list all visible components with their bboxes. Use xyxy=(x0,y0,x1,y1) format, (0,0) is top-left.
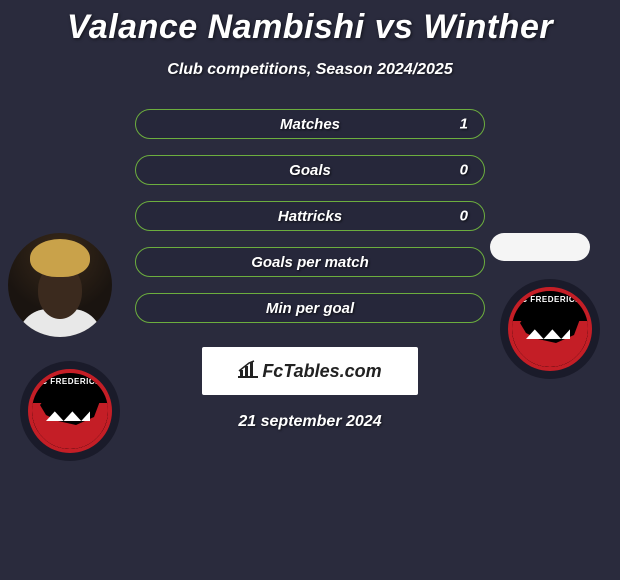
stat-right-value: 0 xyxy=(460,162,468,179)
stat-right-value: 1 xyxy=(460,116,468,133)
chart-icon xyxy=(238,360,258,383)
stat-label: Goals xyxy=(289,162,331,179)
subtitle: Club competitions, Season 2024/2025 xyxy=(0,61,620,79)
stat-row-hattricks: Hattricks 0 xyxy=(135,201,485,231)
player-left-photo xyxy=(8,233,112,337)
comparison-area: FC FREDERICIA FC FREDERICIA Matches 1 Go… xyxy=(0,109,620,431)
club-badge-left: FC FREDERICIA xyxy=(20,361,120,461)
stat-row-matches: Matches 1 xyxy=(135,109,485,139)
page-title: Valance Nambishi vs Winther xyxy=(0,0,620,47)
club-badge-right: FC FREDERICIA xyxy=(500,279,600,379)
stat-label: Min per goal xyxy=(266,300,354,317)
brand-box: FcTables.com xyxy=(202,347,418,395)
panther-icon xyxy=(32,403,108,449)
stat-label: Matches xyxy=(280,116,340,133)
stat-label: Goals per match xyxy=(251,254,369,271)
brand-label: FcTables.com xyxy=(262,361,381,382)
club-badge-left-label: FC FREDERICIA xyxy=(32,377,108,386)
club-badge-right-label: FC FREDERICIA xyxy=(512,295,588,304)
stat-row-goals-per-match: Goals per match xyxy=(135,247,485,277)
panther-icon xyxy=(512,321,588,367)
stat-rows: Matches 1 Goals 0 Hattricks 0 Goals per … xyxy=(135,109,485,323)
stat-row-goals: Goals 0 xyxy=(135,155,485,185)
stat-right-value: 0 xyxy=(460,208,468,225)
player-right-photo xyxy=(490,233,590,261)
stat-label: Hattricks xyxy=(278,208,342,225)
stat-row-min-per-goal: Min per goal xyxy=(135,293,485,323)
